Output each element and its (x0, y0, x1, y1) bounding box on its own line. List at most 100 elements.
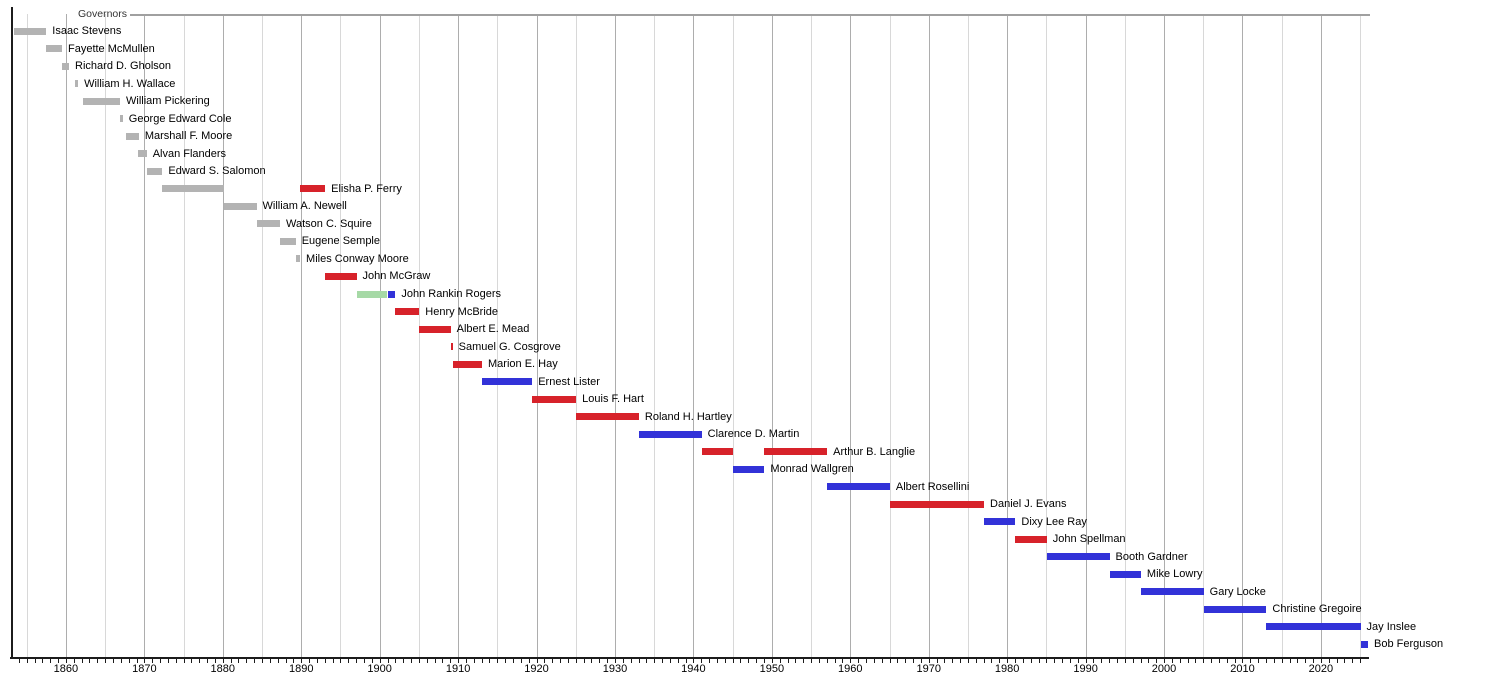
x-axis-tick-1999 (1156, 658, 1158, 663)
governor-label[interactable]: John Spellman (1052, 533, 1126, 546)
governor-bar-democratic[interactable] (482, 378, 533, 386)
gridline-2005 (1203, 14, 1205, 657)
governor-bar-republican[interactable] (1015, 535, 1047, 543)
governor-bar-republican[interactable] (395, 308, 420, 316)
governor-label[interactable]: Elisha P. Ferry (331, 182, 402, 195)
x-axis-tick-2000 (1164, 658, 1166, 663)
x-axis-tick-2023 (1344, 658, 1346, 663)
governor-bar-democratic[interactable] (1140, 588, 1204, 596)
x-axis-tick-1906 (426, 658, 428, 663)
governor-bar-democratic[interactable] (984, 518, 1016, 526)
governor-label[interactable]: Jay Inslee (1366, 620, 1417, 633)
governor-label[interactable]: William H. Wallace (84, 77, 176, 90)
governor-bar-democratic[interactable] (387, 290, 396, 298)
governor-label[interactable]: Louis F. Hart (582, 393, 644, 406)
governor-label[interactable]: Albert Rosellini (895, 480, 970, 493)
governor-bar-democratic[interactable] (827, 483, 890, 491)
x-axis-tick-1945 (732, 658, 734, 663)
governor-label[interactable]: Dixy Lee Ray (1021, 515, 1087, 528)
gridline-1975 (967, 14, 969, 657)
governor-bar-democratic[interactable] (1046, 553, 1110, 561)
governor-label[interactable]: Bob Ferguson (1373, 638, 1444, 651)
governor-label[interactable]: Marion E. Hay (488, 358, 558, 371)
governor-bar-republican[interactable] (889, 500, 985, 508)
governor-bar-republican[interactable] (532, 395, 577, 403)
governor-label[interactable]: Ernest Lister (538, 375, 600, 388)
x-axis-tick-1862 (81, 658, 83, 663)
x-axis-tick-1952 (787, 658, 789, 663)
governor-label[interactable]: Monrad Wallgren (770, 463, 854, 476)
governor-label[interactable]: Samuel G. Cosgrove (458, 340, 561, 353)
governor-label[interactable]: Alvan Flanders (152, 147, 227, 160)
governor-bar-republican[interactable] (325, 272, 357, 280)
x-axis-tick-1903 (403, 658, 405, 663)
x-axis-tick-1964 (881, 658, 883, 663)
governor-bar-democratic[interactable] (733, 465, 765, 473)
governor-bar-republican[interactable] (576, 413, 639, 421)
governor-bar-republican[interactable] (300, 185, 326, 193)
governor-label[interactable]: Christine Gregoire (1272, 603, 1362, 616)
x-axis-tick-1877 (199, 658, 201, 663)
x-axis-tick-2015 (1281, 658, 1283, 663)
x-axis-tick-1972 (944, 658, 946, 663)
governor-bar-territorial[interactable] (14, 27, 47, 35)
governor-label[interactable]: Daniel J. Evans (990, 498, 1067, 511)
governor-bar-republican[interactable] (764, 448, 828, 456)
governor-label[interactable]: Booth Gardner (1115, 550, 1188, 563)
governor-label[interactable]: Roland H. Hartley (644, 410, 732, 423)
x-axis-label-1940: 1940 (681, 663, 706, 675)
governor-bar-democratic[interactable] (1266, 623, 1361, 631)
governor-label[interactable]: Watson C. Squire (286, 217, 372, 230)
governor-label[interactable]: Eugene Semple (301, 235, 380, 248)
governor-bar-territorial[interactable] (295, 255, 301, 263)
governor-bar-territorial[interactable] (138, 150, 147, 158)
governor-bar-republican[interactable] (450, 343, 453, 351)
governor-label[interactable]: Henry McBride (425, 305, 499, 318)
governor-bar-republican[interactable] (452, 360, 483, 368)
gridline-1875 (183, 14, 185, 657)
governor-label[interactable]: Mike Lowry (1146, 568, 1203, 581)
governor-label[interactable]: Clarence D. Martin (707, 428, 800, 441)
governor-bar-democratic[interactable] (1109, 570, 1141, 578)
gridline-1910 (458, 14, 460, 657)
governor-label[interactable]: George Edward Cole (128, 112, 232, 125)
governor-label[interactable]: Edward S. Salomon (168, 165, 266, 178)
governor-label[interactable]: John McGraw (362, 270, 431, 283)
governor-label[interactable]: Fayette McMullen (67, 42, 155, 55)
governor-label[interactable]: William A. Newell (262, 200, 347, 213)
x-axis-label-1910: 1910 (445, 663, 471, 675)
governor-bar-territorial[interactable] (74, 80, 79, 88)
governor-bar-republican[interactable] (701, 448, 734, 456)
governor-bar-territorial[interactable] (125, 132, 139, 140)
governor-bar-republican[interactable] (419, 325, 451, 333)
governor-bar-territorial[interactable] (224, 202, 257, 210)
governor-bar-territorial[interactable] (280, 237, 296, 245)
governor-label[interactable]: Gary Locke (1209, 585, 1266, 598)
x-axis-label-1980: 1980 (994, 663, 1020, 675)
gridline-1970 (928, 14, 930, 657)
governor-label[interactable]: Arthur B. Langlie (833, 445, 916, 458)
governor-label[interactable]: Isaac Stevens (52, 25, 122, 38)
x-axis-tick-1858 (50, 658, 52, 663)
gridline-1900 (379, 14, 381, 657)
governor-label[interactable]: John Rankin Rogers (401, 288, 502, 300)
x-axis-tick-1978 (991, 658, 993, 663)
governor-label[interactable]: Miles Conway Moore (306, 252, 409, 265)
governor-bar-territorial[interactable] (146, 167, 163, 175)
governor-bar-territorial[interactable] (46, 45, 62, 53)
governor-bar-democratic[interactable] (638, 430, 702, 438)
governor-bar-territorial[interactable] (61, 62, 70, 70)
x-axis-tick-1925 (575, 658, 577, 663)
governor-bar-territorial[interactable] (120, 115, 123, 123)
governor-bar-democratic[interactable] (1203, 605, 1267, 613)
x-axis-tick-1891 (309, 658, 311, 663)
governor-label[interactable]: Marshall F. Moore (144, 130, 233, 143)
governor-bar-territorial[interactable] (256, 220, 281, 228)
governor-bar-territorial[interactable] (162, 185, 225, 193)
governor-label[interactable]: Albert E. Mead (456, 323, 530, 336)
governor-label[interactable]: Richard D. Gholson (75, 60, 172, 73)
governor-label[interactable]: William Pickering (126, 95, 210, 108)
governor-bar-democratic[interactable] (1360, 640, 1368, 648)
governor-bar-populist[interactable] (356, 290, 388, 298)
governor-bar-territorial[interactable] (83, 97, 121, 105)
